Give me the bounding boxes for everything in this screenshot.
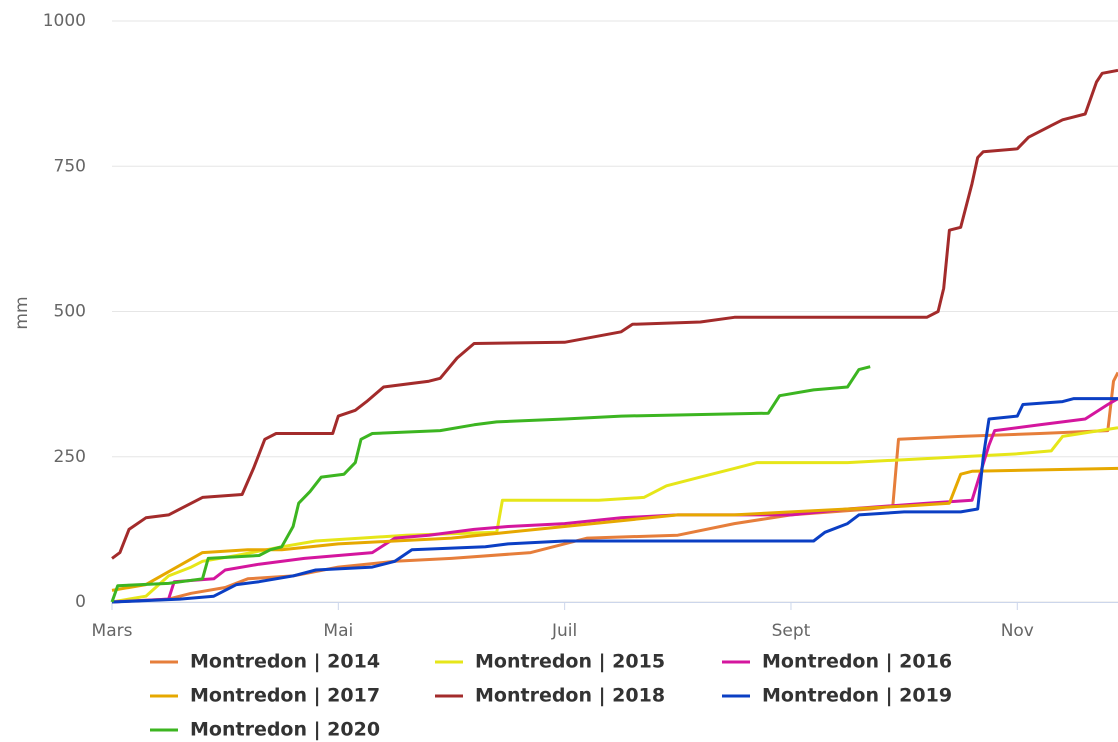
x-tick-label: Nov (1001, 621, 1034, 641)
y-tick-label: 750 (54, 156, 86, 176)
legend-label: Montredon | 2016 (762, 651, 952, 673)
x-tick-label: Sept (772, 621, 811, 641)
series-line (110, 365, 871, 603)
series-line (111, 371, 1118, 604)
legend-label: Montredon | 2018 (475, 685, 665, 707)
y-tick-label: 250 (54, 447, 86, 467)
x-tick-label: Mai (323, 621, 353, 641)
legend-label: Montredon | 2019 (762, 685, 952, 707)
legend-label: Montredon | 2014 (190, 651, 380, 673)
y-tick-label: 500 (54, 302, 86, 322)
y-tick-label: 0 (75, 592, 86, 612)
y-tick-label: 1000 (43, 11, 86, 31)
legend-label: Montredon | 2020 (190, 719, 380, 741)
legend-label: Montredon | 2017 (190, 685, 380, 707)
y-axis-label: mm (12, 296, 32, 329)
series-line (111, 68, 1118, 560)
legend-label: Montredon | 2015 (475, 651, 665, 673)
x-tick-label: Mars (92, 621, 133, 641)
series-line (111, 397, 1118, 604)
x-tick-label: Juil (551, 621, 577, 641)
series-line (111, 466, 1118, 592)
series-line (111, 426, 1118, 604)
series-line (111, 397, 1118, 604)
